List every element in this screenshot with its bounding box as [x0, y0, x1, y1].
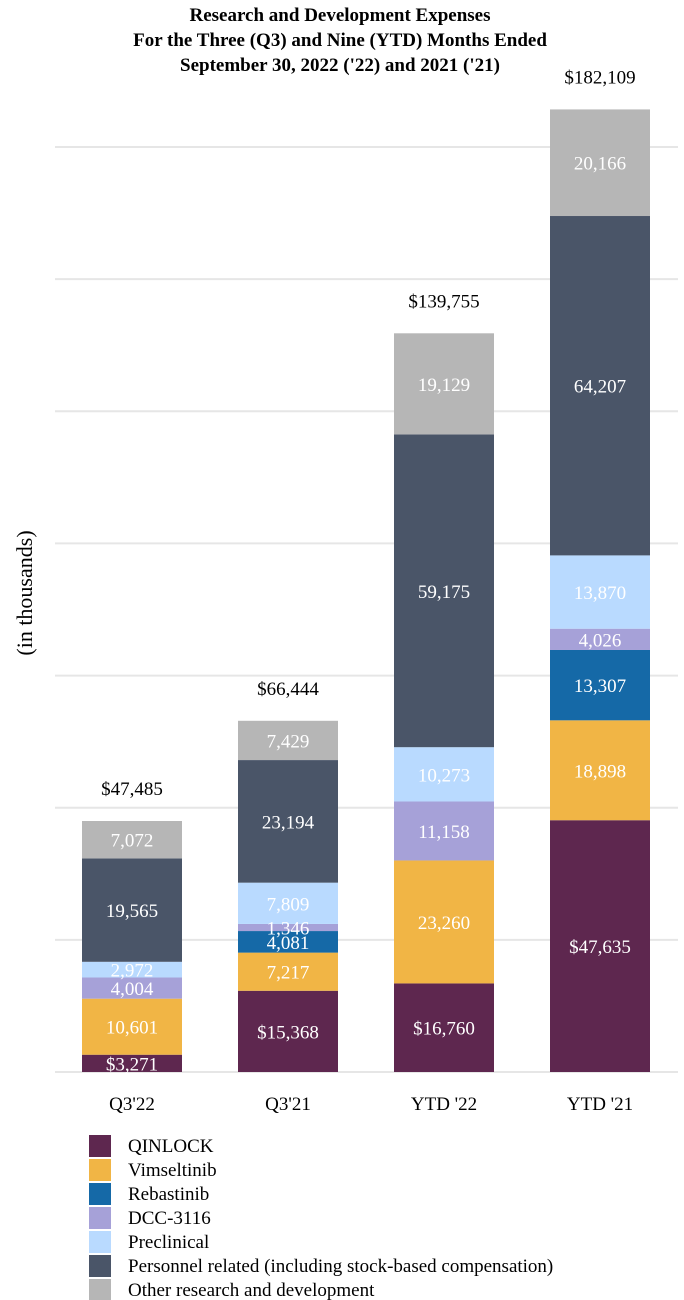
- bar-segment: [82, 961, 182, 978]
- legend-label: Personnel related (including stock-based…: [128, 1256, 553, 1277]
- bar-segment: [550, 109, 650, 217]
- chart-title-line-1: Research and Development Expenses: [189, 5, 490, 26]
- bar-segment: [550, 720, 650, 821]
- bar-data-label: 7,429: [267, 731, 310, 752]
- bar-segment: [238, 882, 338, 924]
- bar-data-label: 2,972: [111, 961, 154, 982]
- legend-item: Preclinical: [89, 1231, 209, 1253]
- bar-data-label: 59,175: [418, 582, 470, 603]
- bar-segment: [238, 720, 338, 761]
- legend-swatch: [89, 1207, 111, 1229]
- bar-total-label: $66,444: [257, 679, 319, 700]
- bar-segment: [394, 860, 494, 984]
- legend-label: Other research and development: [128, 1280, 375, 1300]
- bar-segment: [238, 990, 338, 1072]
- bar-segment: [394, 983, 494, 1072]
- bar-segment: [550, 216, 650, 556]
- legend-item: DCC-3116: [89, 1207, 211, 1229]
- legend-swatch: [89, 1255, 111, 1277]
- bar-segment: [394, 747, 494, 802]
- bar-data-label: 4,081: [267, 933, 310, 954]
- legend-swatch: [89, 1231, 111, 1253]
- legend-item: QINLOCK: [89, 1135, 214, 1157]
- legend-swatch: [89, 1183, 111, 1205]
- bar-segment: [394, 333, 494, 435]
- x-axis-ticks: Q3'22 Q3'21 YTD '22 YTD '21: [109, 1094, 633, 1115]
- bar-segment: [82, 1054, 182, 1072]
- legend-label: Rebastinib: [128, 1184, 209, 1205]
- bar-segment: [550, 628, 650, 650]
- legend-swatch: [89, 1135, 111, 1157]
- bar-data-label: $47,635: [569, 937, 631, 958]
- bar-data-label: 10,601: [106, 1018, 158, 1039]
- x-tick-label: Q3'22: [109, 1094, 155, 1115]
- bar-data-label: 4,026: [579, 630, 622, 651]
- bar-data-label: 4,004: [111, 979, 154, 1000]
- legend-label: QINLOCK: [128, 1136, 214, 1157]
- bar-data-label: $3,271: [106, 1054, 158, 1075]
- bar-segment: [550, 555, 650, 629]
- bar-segment: [82, 977, 182, 999]
- bar-data-label: 13,307: [574, 676, 626, 697]
- chart-title: Research and Development Expenses For th…: [133, 5, 547, 76]
- legend-label: Vimseltinib: [128, 1160, 217, 1181]
- bar-data-label: 7,809: [267, 894, 310, 915]
- bar-data-label: $16,760: [413, 1019, 475, 1040]
- bar-segment: [394, 434, 494, 748]
- bar-data-label: 19,565: [106, 901, 158, 922]
- bar-data-label: 7,072: [111, 831, 154, 852]
- chart-title-line-2: For the Three (Q3) and Nine (YTD) Months…: [133, 30, 547, 51]
- bar-total-label: $47,485: [101, 779, 163, 800]
- chart-title-line-3: September 30, 2022 ('22) and 2021 ('21): [180, 55, 500, 76]
- bar-data-label: 13,870: [574, 583, 626, 604]
- bar-data-label: 11,158: [418, 822, 470, 843]
- bar-total-label: $139,755: [408, 291, 479, 312]
- bar-segment: [550, 649, 650, 721]
- x-tick-label: Q3'21: [265, 1094, 311, 1115]
- bar-segment: [238, 923, 338, 932]
- legend-item: Personnel related (including stock-based…: [89, 1255, 553, 1277]
- bar-data-label: 18,898: [574, 761, 626, 782]
- bar-data-label: 10,273: [418, 765, 470, 786]
- bar-segment: [238, 931, 338, 953]
- x-tick-label: YTD '22: [411, 1094, 477, 1115]
- legend-item: Other research and development: [89, 1279, 375, 1300]
- bar-segment: [82, 858, 182, 962]
- x-tick-label: YTD '21: [567, 1094, 633, 1115]
- bar-total-label: $182,109: [564, 67, 635, 88]
- bar-data-label: 20,166: [574, 154, 626, 175]
- bar-stack: $47,635 18,898 13,307 4,026 13,870 64,207 20,1…: [550, 67, 650, 1072]
- bar-data-label: $15,368: [257, 1022, 319, 1043]
- legend-swatch: [89, 1159, 111, 1181]
- bar-data-label: 23,260: [418, 913, 470, 934]
- bar-data-label: 64,207: [574, 377, 626, 398]
- bar-segment: [550, 820, 650, 1072]
- bar-data-label: 7,217: [267, 963, 310, 984]
- legend: QINLOCK Vimseltinib Rebastinib DCC-3116 Prec…: [89, 1135, 553, 1300]
- bar-segment: [82, 821, 182, 859]
- bar-segment: [238, 952, 338, 991]
- legend-item: Vimseltinib: [89, 1159, 217, 1181]
- legend-swatch: [89, 1279, 111, 1300]
- bar-data-label: 23,194: [262, 812, 315, 833]
- bar-data-label: 1,346: [267, 918, 310, 939]
- bar-segment: [394, 801, 494, 861]
- legend-label: DCC-3116: [128, 1208, 211, 1229]
- legend-item: Rebastinib: [89, 1183, 209, 1205]
- bar-segment: [82, 998, 182, 1055]
- y-axis-label: (in thousands): [12, 530, 37, 655]
- bar-data-label: 19,129: [418, 375, 470, 396]
- legend-label: Preclinical: [128, 1232, 209, 1253]
- bar-stack: $16,760 23,260 11,158 10,273 59,175 19,129 $13…: [394, 291, 494, 1072]
- bar-segment: [238, 760, 338, 883]
